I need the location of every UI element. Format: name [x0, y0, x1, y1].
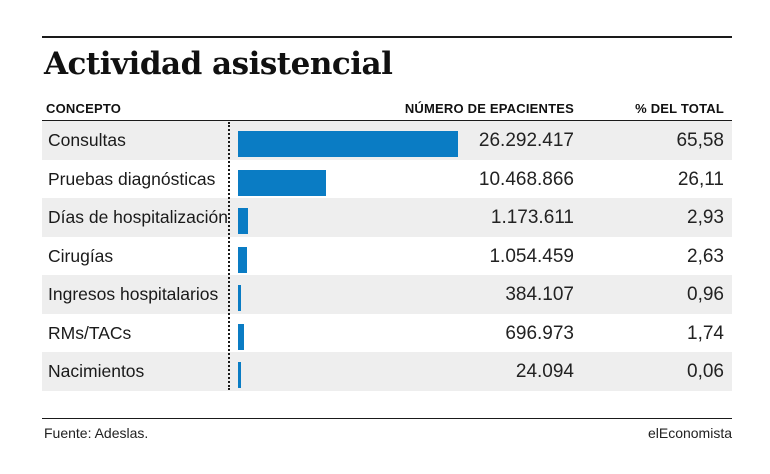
percent-label: 26,11 — [677, 168, 724, 190]
bar-axis-dotted-line — [228, 122, 230, 390]
category-label: Cirugías — [48, 245, 114, 266]
category-label: RMs/TACs — [48, 322, 132, 343]
value-label: 1.173.611 — [490, 207, 574, 228]
top-rule — [42, 36, 732, 38]
bar — [238, 323, 244, 350]
value-label: 24.094 — [515, 361, 574, 382]
percent-label: 2,93 — [687, 207, 724, 228]
table-row: Nacimientos 24.094 0,06 — [42, 352, 732, 391]
bottom-rule — [42, 418, 732, 419]
value-label: 10.468.866 — [478, 168, 574, 190]
percent-label: 0,96 — [687, 284, 724, 305]
bar — [238, 169, 326, 196]
percent-label: 0,06 — [687, 361, 724, 382]
percent-label: 65,58 — [676, 130, 724, 151]
table-row: Días de hospitalización 1.173.611 2,93 — [42, 198, 732, 237]
table-row: Cirugías 1.054.459 2,63 — [42, 237, 732, 276]
table-body: Consultas 26.292.417 65,58 Pruebas diagnóst… — [42, 121, 732, 391]
bar — [238, 362, 241, 388]
table-row: RMs/TACs 696.973 1,74 — [42, 314, 732, 353]
value-label: 384.107 — [505, 284, 574, 305]
column-header-porcentaje: % DEL TOTAL — [635, 101, 724, 116]
bar — [238, 246, 247, 273]
chart-title: Actividad asistencial — [44, 46, 393, 82]
table-row: Ingresos hospitalarios 384.107 0,96 — [42, 275, 732, 314]
header-rule — [42, 120, 732, 121]
table-row: Pruebas diagnósticas 10.468.866 26,11 — [42, 160, 732, 199]
table-row: Consultas 26.292.417 65,58 — [42, 121, 732, 160]
column-header-numero: NÚMERO DE EPACIENTES — [404, 101, 574, 116]
bar — [238, 285, 242, 311]
category-label: Días de hospitalización — [48, 207, 228, 227]
category-label: Consultas — [48, 130, 126, 150]
source-note: Fuente: Adeslas. — [44, 425, 149, 441]
column-header-concepto: CONCEPTO — [46, 101, 122, 116]
brand-credit: elEconomista — [647, 425, 732, 441]
value-label: 26.292.417 — [478, 130, 574, 151]
value-label: 1.054.459 — [489, 245, 574, 267]
category-label: Ingresos hospitalarios — [48, 284, 219, 304]
bar — [238, 131, 458, 157]
category-label: Nacimientos — [48, 361, 145, 381]
percent-label: 1,74 — [687, 322, 724, 344]
value-label: 696.973 — [505, 322, 574, 344]
percent-label: 2,63 — [687, 245, 724, 267]
bar — [238, 208, 248, 234]
category-label: Pruebas diagnósticas — [48, 168, 216, 189]
